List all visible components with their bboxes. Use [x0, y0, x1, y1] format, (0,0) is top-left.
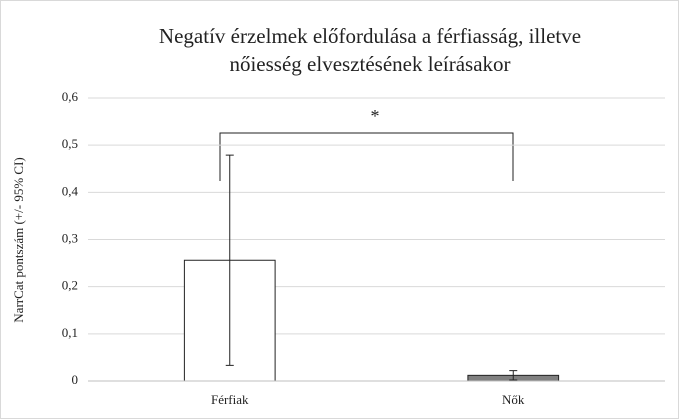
y-tick-label: 0,6 [62, 89, 79, 104]
chart-title: nőiesség elvesztésének leírásakor [229, 52, 510, 76]
x-tick-label: Férfiak [211, 392, 249, 407]
chart-title: Negatív érzelmek előfordulása a férfiass… [159, 24, 581, 48]
y-tick-label: 0,4 [62, 183, 79, 198]
y-tick-label: 0,3 [62, 230, 78, 245]
error-bar [509, 370, 518, 381]
y-tick-label: 0,5 [62, 136, 78, 151]
annotation: * [371, 106, 380, 126]
y-tick-label: 0,2 [62, 278, 78, 293]
y-axis-label: NarrCat pontszám (+/- 95% CI) [11, 157, 26, 322]
significance-bracket [219, 132, 514, 181]
x-tick-label: Nők [502, 392, 525, 407]
y-tick-label: 0 [72, 372, 79, 387]
y-tick-label: 0,1 [62, 325, 78, 340]
error-bar [225, 154, 234, 366]
